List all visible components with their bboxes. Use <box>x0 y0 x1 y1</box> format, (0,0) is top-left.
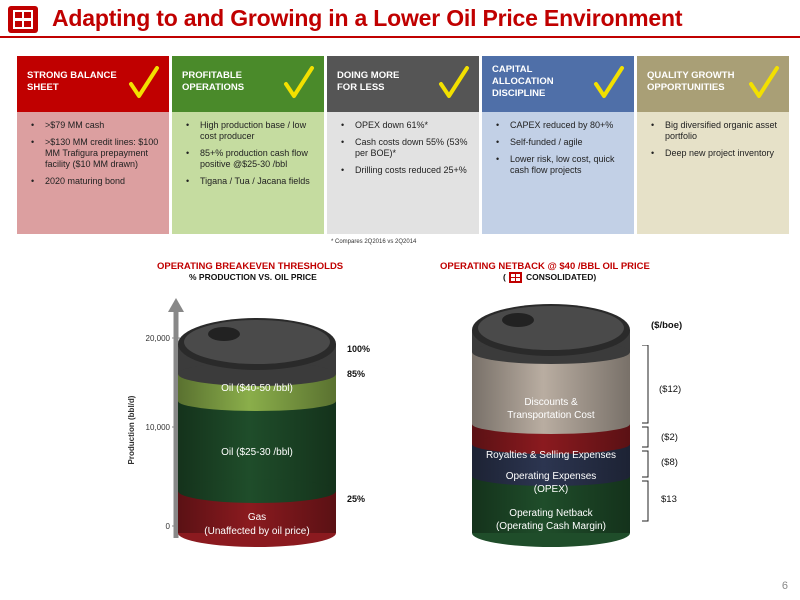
marker-100: 100% <box>347 344 371 354</box>
value-royalties: ($2) <box>661 432 678 443</box>
list-item: 85+% production cash flow positive @$25-… <box>182 148 316 170</box>
value-netback: $13 <box>661 494 677 505</box>
company-logo <box>8 6 38 33</box>
value-discounts: ($12) <box>659 384 682 395</box>
box-capital-allocation-discipline: CAPITAL ALLOCATION DISCIPLINE CAPEX redu… <box>482 56 634 234</box>
box-body: CAPEX reduced by 80+% Self-funded / agil… <box>482 112 634 234</box>
barrel-lid-inner <box>478 306 624 350</box>
list-item: Big diversified organic asset portfolio <box>647 120 781 142</box>
checkmark-icon <box>439 66 469 98</box>
list-item: High production base / low cost producer <box>182 120 316 142</box>
left-chart-title: OPERATING BREAKEVEN THRESHOLDS <box>157 261 344 272</box>
barrel-rim <box>178 362 336 386</box>
box-quality-growth-opportunities: QUALITY GROWTH OPPORTUNITIES Big diversi… <box>637 56 789 234</box>
right-chart-title: OPERATING NETBACK @ $40 /BBL OIL PRICE <box>440 261 650 272</box>
barrel-bung <box>502 313 534 327</box>
label-oil-40-50: Oil ($40-50 /bbl) <box>221 383 293 394</box>
list-item: Lower risk, low cost, quick cash flow pr… <box>492 154 626 176</box>
list-item: CAPEX reduced by 80+% <box>492 120 626 131</box>
y-axis-label: Production (bbl/d) <box>127 395 136 464</box>
box-body: OPEX down 61%* Cash costs down 55% (53% … <box>327 112 479 234</box>
box-body: High production base / low cost producer… <box>172 112 324 234</box>
label-netback: Operating Netback <box>509 508 593 519</box>
label-gas-note: (Unaffected by oil price) <box>204 526 309 537</box>
y-tick-label: 10,000 <box>146 423 171 432</box>
left-chart-subtitle: % PRODUCTION VS. OIL PRICE <box>189 272 317 282</box>
barrel-lid-inner <box>184 320 330 364</box>
label-royalties: Royalties & Selling Expenses <box>486 450 616 461</box>
barrel-bung <box>208 327 240 341</box>
label-oil-25-30: Oil ($25-30 /bbl) <box>221 447 293 458</box>
checkmark-icon <box>749 66 779 98</box>
barrel-shading <box>178 373 336 533</box>
list-item: Tigana / Tua / Jacana fields <box>182 176 316 187</box>
label-discounts: Discounts & <box>524 397 578 408</box>
bracket-discounts <box>642 345 649 424</box>
footnote: * Compares 2Q2016 vs 2Q2014 <box>331 239 417 245</box>
page-number: 6 <box>781 580 788 592</box>
page-title: Adapting to and Growing in a Lower Oil P… <box>52 5 683 31</box>
box-heading: PROFITABLE OPERATIONS <box>172 56 324 112</box>
box-body: Big diversified organic asset portfolio … <box>637 112 789 234</box>
list-item: OPEX down 61%* <box>337 120 471 131</box>
y-tick-label: 20,000 <box>146 334 171 343</box>
label-discounts-2: Transportation Cost <box>507 410 595 421</box>
barrel-shading <box>472 350 630 533</box>
box-heading: DOING MORE FOR LESS <box>327 56 479 112</box>
bracket-royalties <box>642 426 649 448</box>
box-body: >$79 MM cash >$130 MM credit lines: $100… <box>17 112 169 234</box>
box-heading: CAPITAL ALLOCATION DISCIPLINE <box>482 56 634 112</box>
marker-85: 85% <box>347 369 366 379</box>
list-item: >$130 MM credit lines: $100 MM Trafigura… <box>27 137 161 170</box>
label-netback-2: (Operating Cash Margin) <box>496 521 606 532</box>
right-chart-subtitle-open: ( <box>503 272 506 282</box>
label-gas: Gas <box>248 512 266 523</box>
company-logo-small <box>509 272 522 283</box>
y-tick-label: 0 <box>166 522 171 531</box>
title-divider <box>0 36 800 38</box>
list-item: >$79 MM cash <box>27 120 161 131</box>
value-brackets <box>642 345 649 522</box>
box-heading: STRONG BALANCE SHEET <box>17 56 169 112</box>
bracket-netback <box>642 480 649 522</box>
list-item: Deep new project inventory <box>647 148 781 159</box>
list-item: Drilling costs reduced 25+% <box>337 165 471 176</box>
box-doing-more-for-less: DOING MORE FOR LESS OPEX down 61%* Cash … <box>327 56 479 234</box>
label-opex-2: (OPEX) <box>534 484 568 495</box>
marker-25: 25% <box>347 494 366 504</box>
checkmark-icon <box>129 66 159 98</box>
box-heading: QUALITY GROWTH OPPORTUNITIES <box>637 56 789 112</box>
box-profitable-operations: PROFITABLE OPERATIONS High production ba… <box>172 56 324 234</box>
checkmark-icon <box>284 66 314 98</box>
list-item: Cash costs down 55% (53% per BOE)* <box>337 137 471 159</box>
y-axis-arrow <box>168 298 184 312</box>
checkmark-icon <box>594 66 624 98</box>
unit-label: ($/boe) <box>651 320 683 331</box>
list-item: 2020 maturing bond <box>27 176 161 187</box>
box-strong-balance-sheet: STRONG BALANCE SHEET >$79 MM cash >$130 … <box>17 56 169 234</box>
breakeven-barrel-chart: 20,000 10,000 0 Production (bbl/d) Oil (… <box>127 298 336 547</box>
netback-barrel-chart: Discounts & Transportation Cost Royaltie… <box>472 304 630 547</box>
bracket-opex <box>642 450 649 478</box>
value-opex: ($8) <box>661 457 678 468</box>
list-item: Self-funded / agile <box>492 137 626 148</box>
right-chart-subtitle: CONSOLIDATED) <box>526 272 597 282</box>
label-opex: Operating Expenses <box>506 471 597 482</box>
